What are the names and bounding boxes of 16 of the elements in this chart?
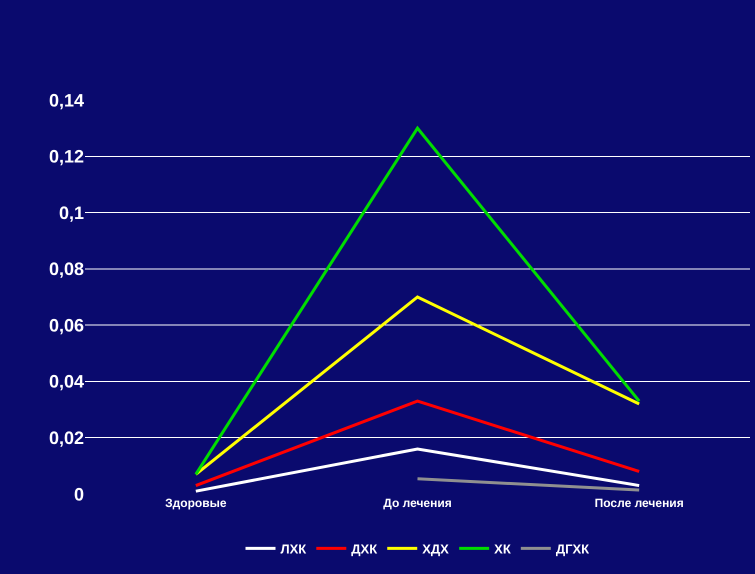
legend-label: ЛХК	[280, 541, 306, 556]
y-tick-label: 0,12	[48, 146, 84, 167]
y-tick-label: 0	[74, 484, 84, 504]
x-tick-label: До лечения	[383, 496, 452, 510]
y-tick-label: 0,14	[48, 90, 84, 110]
y-tick-label: 0,1	[58, 202, 84, 223]
legend-label: ДХК	[351, 541, 378, 556]
y-tick-label: 0,06	[48, 315, 84, 336]
legend-label: ДГХК	[556, 541, 590, 556]
y-tick-label: 0,02	[48, 428, 84, 448]
y-tick-label: 0,08	[48, 259, 84, 280]
x-tick-label: Здоровые	[165, 496, 227, 510]
legend-label: ХК	[494, 541, 511, 556]
y-tick-label: 0,04	[48, 372, 84, 392]
legend-label: ХДХ	[422, 541, 450, 556]
x-tick-label: После лечения	[594, 496, 684, 510]
